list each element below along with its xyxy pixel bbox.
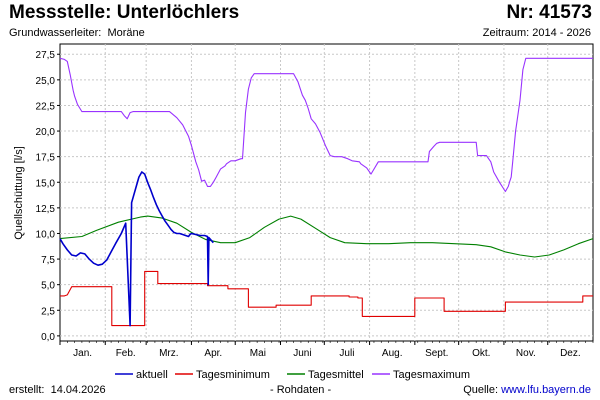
created-date: 14.04.2026 [50,384,106,396]
chart-title: Messstelle: Unterlöchlers [9,2,240,23]
station-number: Nr: 41573 [506,2,592,23]
y-tick-label: 12,5 [36,204,56,215]
legend-label-mittel: Tagesmittel [308,369,364,381]
x-tick-label: Okt. [472,348,490,359]
y-tick-label: 25,0 [36,76,56,87]
x-tick-label: Nov. [516,348,536,359]
plot-frame [59,43,594,342]
aquifer-info: Grundwasserleiter: Moräne [9,27,145,39]
legend: aktuell Tagesminimum Tagesmittel Tagesmaxim… [115,369,470,381]
y-tick-label: 0,0 [41,332,55,343]
source-info: Quelle: www.lfu.bayern.de [463,384,591,396]
x-tick-label: Aug. [382,348,403,359]
created-info: erstellt: 14.04.2026 [9,384,106,396]
x-tick-label: Sept. [425,348,448,359]
x-tick-label: Feb. [116,348,136,359]
created-label: erstellt: [9,384,45,396]
x-tick-label: Juni [293,348,311,359]
y-tick-label: 10,0 [36,229,56,240]
x-tick-label: Apr. [204,348,222,359]
legend-label-aktuell: aktuell [136,369,168,381]
y-tick-label: 22,5 [36,101,56,112]
series-line-aktuell [59,171,214,327]
y-tick-label: 7,5 [41,255,55,266]
y-axis-label: Quellschüttung [l/s] [13,146,25,240]
y-tick-label: 2,5 [41,306,55,317]
source-label: Quelle: [463,384,499,396]
grid-layer [60,44,593,341]
aquifer-label: Grundwasserleiter: [9,27,102,39]
y-tick-label: 17,5 [36,153,56,164]
y-tick-label: 20,0 [36,127,56,138]
legend-label-min: Tagesminimum [196,369,270,381]
x-tick-label: Jan. [73,348,92,359]
axis-layer: 0,0 2,5 5,0 7,5 10,0 12,5 15,0 17,5 20,0 22,5 25,0… [36,50,594,359]
y-tick-label: 27,5 [36,50,56,61]
series-layer [59,57,594,327]
x-tick-label: Mrz. [159,348,178,359]
x-tick-label: Dez. [560,348,581,359]
x-tick-label: Mai [250,348,266,359]
series-line-mittel [59,215,594,258]
series-line-max [59,57,593,193]
period-label: Zeitraum: 2014 - 2026 [482,27,591,39]
series-line-min [60,270,593,327]
aquifer-value: Moräne [107,27,145,39]
source-link[interactable]: www.lfu.bayern.de [501,384,591,396]
x-tick-label: Juli [339,348,354,359]
y-tick-label: 15,0 [36,178,56,189]
rawdata-note: - Rohdaten - [270,384,332,396]
y-tick-label: 5,0 [41,281,55,292]
legend-label-max: Tagesmaximum [393,369,470,381]
